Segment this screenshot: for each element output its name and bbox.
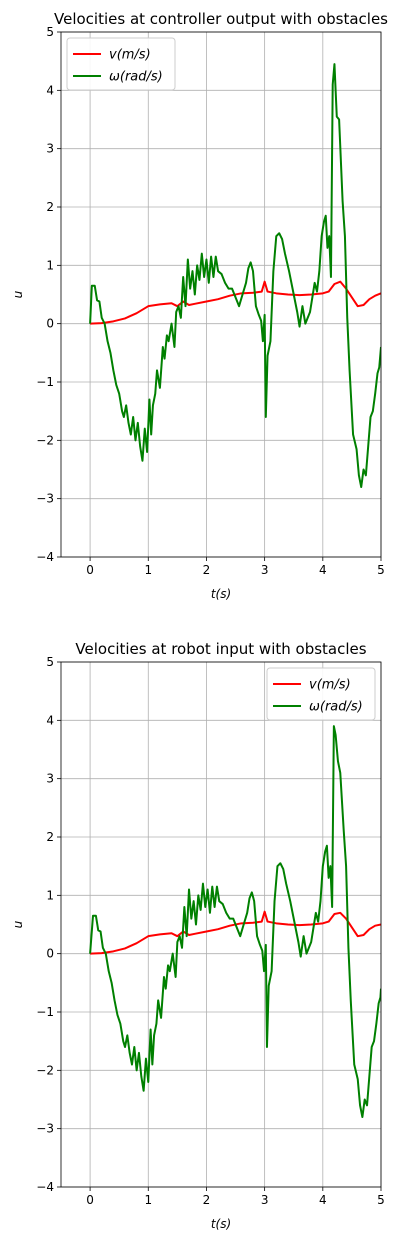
legend: v(m/s) ω(rad/s): [66, 37, 176, 91]
series-line-v: [90, 280, 381, 325]
chart-title: Velocities at controller output with obs…: [54, 10, 388, 28]
x-tick-label: 2: [203, 563, 211, 577]
y-axis-label: u: [11, 290, 25, 298]
chart-2: Velocities at robot input with obstacles…: [11, 640, 385, 1231]
axes-frame: [60, 31, 382, 558]
y-tick-label: 1: [46, 888, 54, 902]
y-tick-label: 4: [46, 83, 54, 97]
x-tick-label: 3: [261, 1193, 269, 1207]
y-tick-label: −1: [36, 1005, 54, 1019]
x-tick-label: 1: [144, 563, 152, 577]
y-tick-label: 3: [46, 142, 54, 156]
x-axis-label: t(s): [211, 587, 231, 601]
y-tick-label: −4: [36, 550, 54, 564]
series-line-v: [90, 910, 381, 955]
y-tick-label: 2: [46, 200, 54, 214]
legend: v(m/s) ω(rad/s): [266, 667, 376, 721]
x-tick-label: 0: [86, 563, 94, 577]
chart-1: Velocities at controller output with obs…: [11, 10, 388, 601]
y-tick-label: 1: [46, 258, 54, 272]
y-tick-label: −1: [36, 375, 54, 389]
axes-frame: [60, 661, 382, 1188]
y-tick-label: 0: [46, 317, 54, 331]
x-tick-label: 2: [203, 1193, 211, 1207]
legend-label-omega: ω(rad/s): [309, 700, 363, 715]
y-tick-label: 5: [46, 655, 54, 669]
chart-title: Velocities at robot input with obstacles: [75, 640, 366, 658]
x-axis-label: t(s): [211, 1217, 231, 1231]
x-tick-label: 3: [261, 563, 269, 577]
y-tick-label: 0: [46, 947, 54, 961]
y-tick-label: −2: [36, 433, 54, 447]
y-tick-label: −3: [36, 1122, 54, 1136]
series-line-omega: [89, 63, 381, 488]
x-tick-label: 5: [377, 563, 385, 577]
legend-label-v: v(m/s): [109, 48, 151, 63]
x-tick-label: 5: [377, 1193, 385, 1207]
y-tick-label: −4: [36, 1180, 54, 1194]
x-tick-label: 4: [319, 1193, 327, 1207]
y-tick-label: 5: [46, 25, 54, 39]
y-axis-label: u: [11, 920, 25, 928]
y-tick-label: 3: [46, 772, 54, 786]
series-line-omega: [89, 725, 381, 1118]
x-tick-label: 4: [319, 563, 327, 577]
y-tick-label: −2: [36, 1063, 54, 1077]
y-tick-label: 2: [46, 830, 54, 844]
x-tick-label: 1: [144, 1193, 152, 1207]
legend-label-omega: ω(rad/s): [109, 70, 163, 85]
legend-label-v: v(m/s): [309, 678, 351, 693]
y-tick-label: −3: [36, 492, 54, 506]
x-tick-label: 0: [86, 1193, 94, 1207]
y-tick-label: 4: [46, 713, 54, 727]
